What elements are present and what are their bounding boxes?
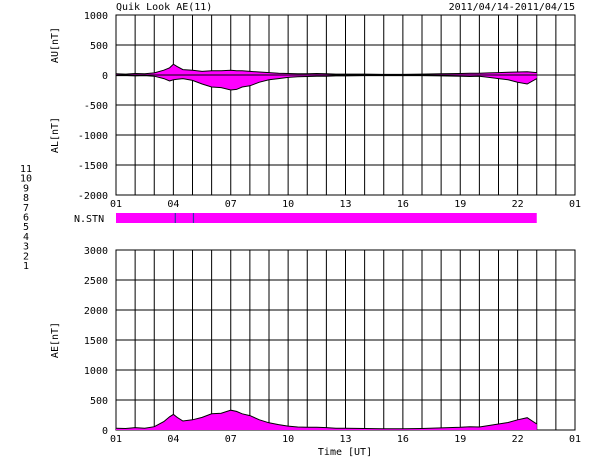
station-legend-item: 4 [23,232,29,243]
ae-ytick-label: 2500 [84,276,108,287]
al-line [116,75,538,91]
station-count-panel: N.STN [74,213,537,225]
station-legend-item: 9 [23,183,29,194]
ae-xtick-label: 07 [225,434,237,445]
au-al-ytick-label: 500 [90,41,108,52]
station-legend-item: 10 [20,174,32,185]
au-al-xtick-label: 22 [512,199,524,210]
ae-ytick-label: 3000 [84,246,108,257]
ae-ytick-label: 2000 [84,306,108,317]
station-legend-item: 7 [23,203,29,214]
date-range: 2011/04/14-2011/04/15 [449,2,575,13]
ae-xtick-label: 01 [110,434,122,445]
station-count-bar [116,213,537,223]
ae-area [116,410,537,430]
ae-axis-label: AE[nT] [50,322,61,358]
station-legend-item: 2 [23,251,29,262]
ae-xtick-label: 01 [569,434,581,445]
ae-ytick-label: 500 [90,396,108,407]
station-legend-item: 5 [23,222,29,233]
ae-ytick-label: 1500 [84,336,108,347]
station-count-label: N.STN [74,214,104,225]
au-al-xtick-label: 01 [110,199,122,210]
au-al-ytick-label: -500 [84,101,108,112]
ae-xtick-label: 19 [454,434,466,445]
ae-x-axis-label: Time [UT] [318,447,372,458]
ae-line [115,409,538,430]
au-area [116,64,537,75]
au-al-ytick-label: 0 [102,71,108,82]
ae-ytick-label: 0 [102,426,108,437]
au-al-xtick-label: 13 [339,199,351,210]
ae-xtick-label: 22 [512,434,524,445]
au-axis-label: AU[nT] [50,27,61,63]
al-area [116,75,537,90]
ae-xtick-label: 04 [167,434,179,445]
al-axis-label: AL[nT] [50,117,61,153]
ae-xtick-label: 16 [397,434,409,445]
station-legend-item: 3 [23,242,29,253]
station-legend-item: 1 [23,261,29,272]
au-al-xtick-label: 01 [569,199,581,210]
ae-xtick-label: 13 [339,434,351,445]
au-al-ytick-label: -2000 [78,191,108,202]
au-al-xtick-label: 16 [397,199,409,210]
station-legend-item: 11 [20,164,32,175]
station-legend-item: 8 [23,193,29,204]
ae-xtick-label: 10 [282,434,294,445]
station-legend-item: 6 [23,213,29,224]
chart-title: Quik Look AE(11) [116,2,212,13]
ae-ytick-label: 1000 [84,366,108,377]
au-al-ytick-label: -1500 [78,161,108,172]
au-al-ytick-label: 1000 [84,11,108,22]
au-al-xtick-label: 04 [167,199,179,210]
au-line [115,63,537,75]
au-al-xtick-label: 19 [454,199,466,210]
au-al-xtick-label: 07 [225,199,237,210]
au-al-xtick-label: 10 [282,199,294,210]
au-al-ytick-label: -1000 [78,131,108,142]
